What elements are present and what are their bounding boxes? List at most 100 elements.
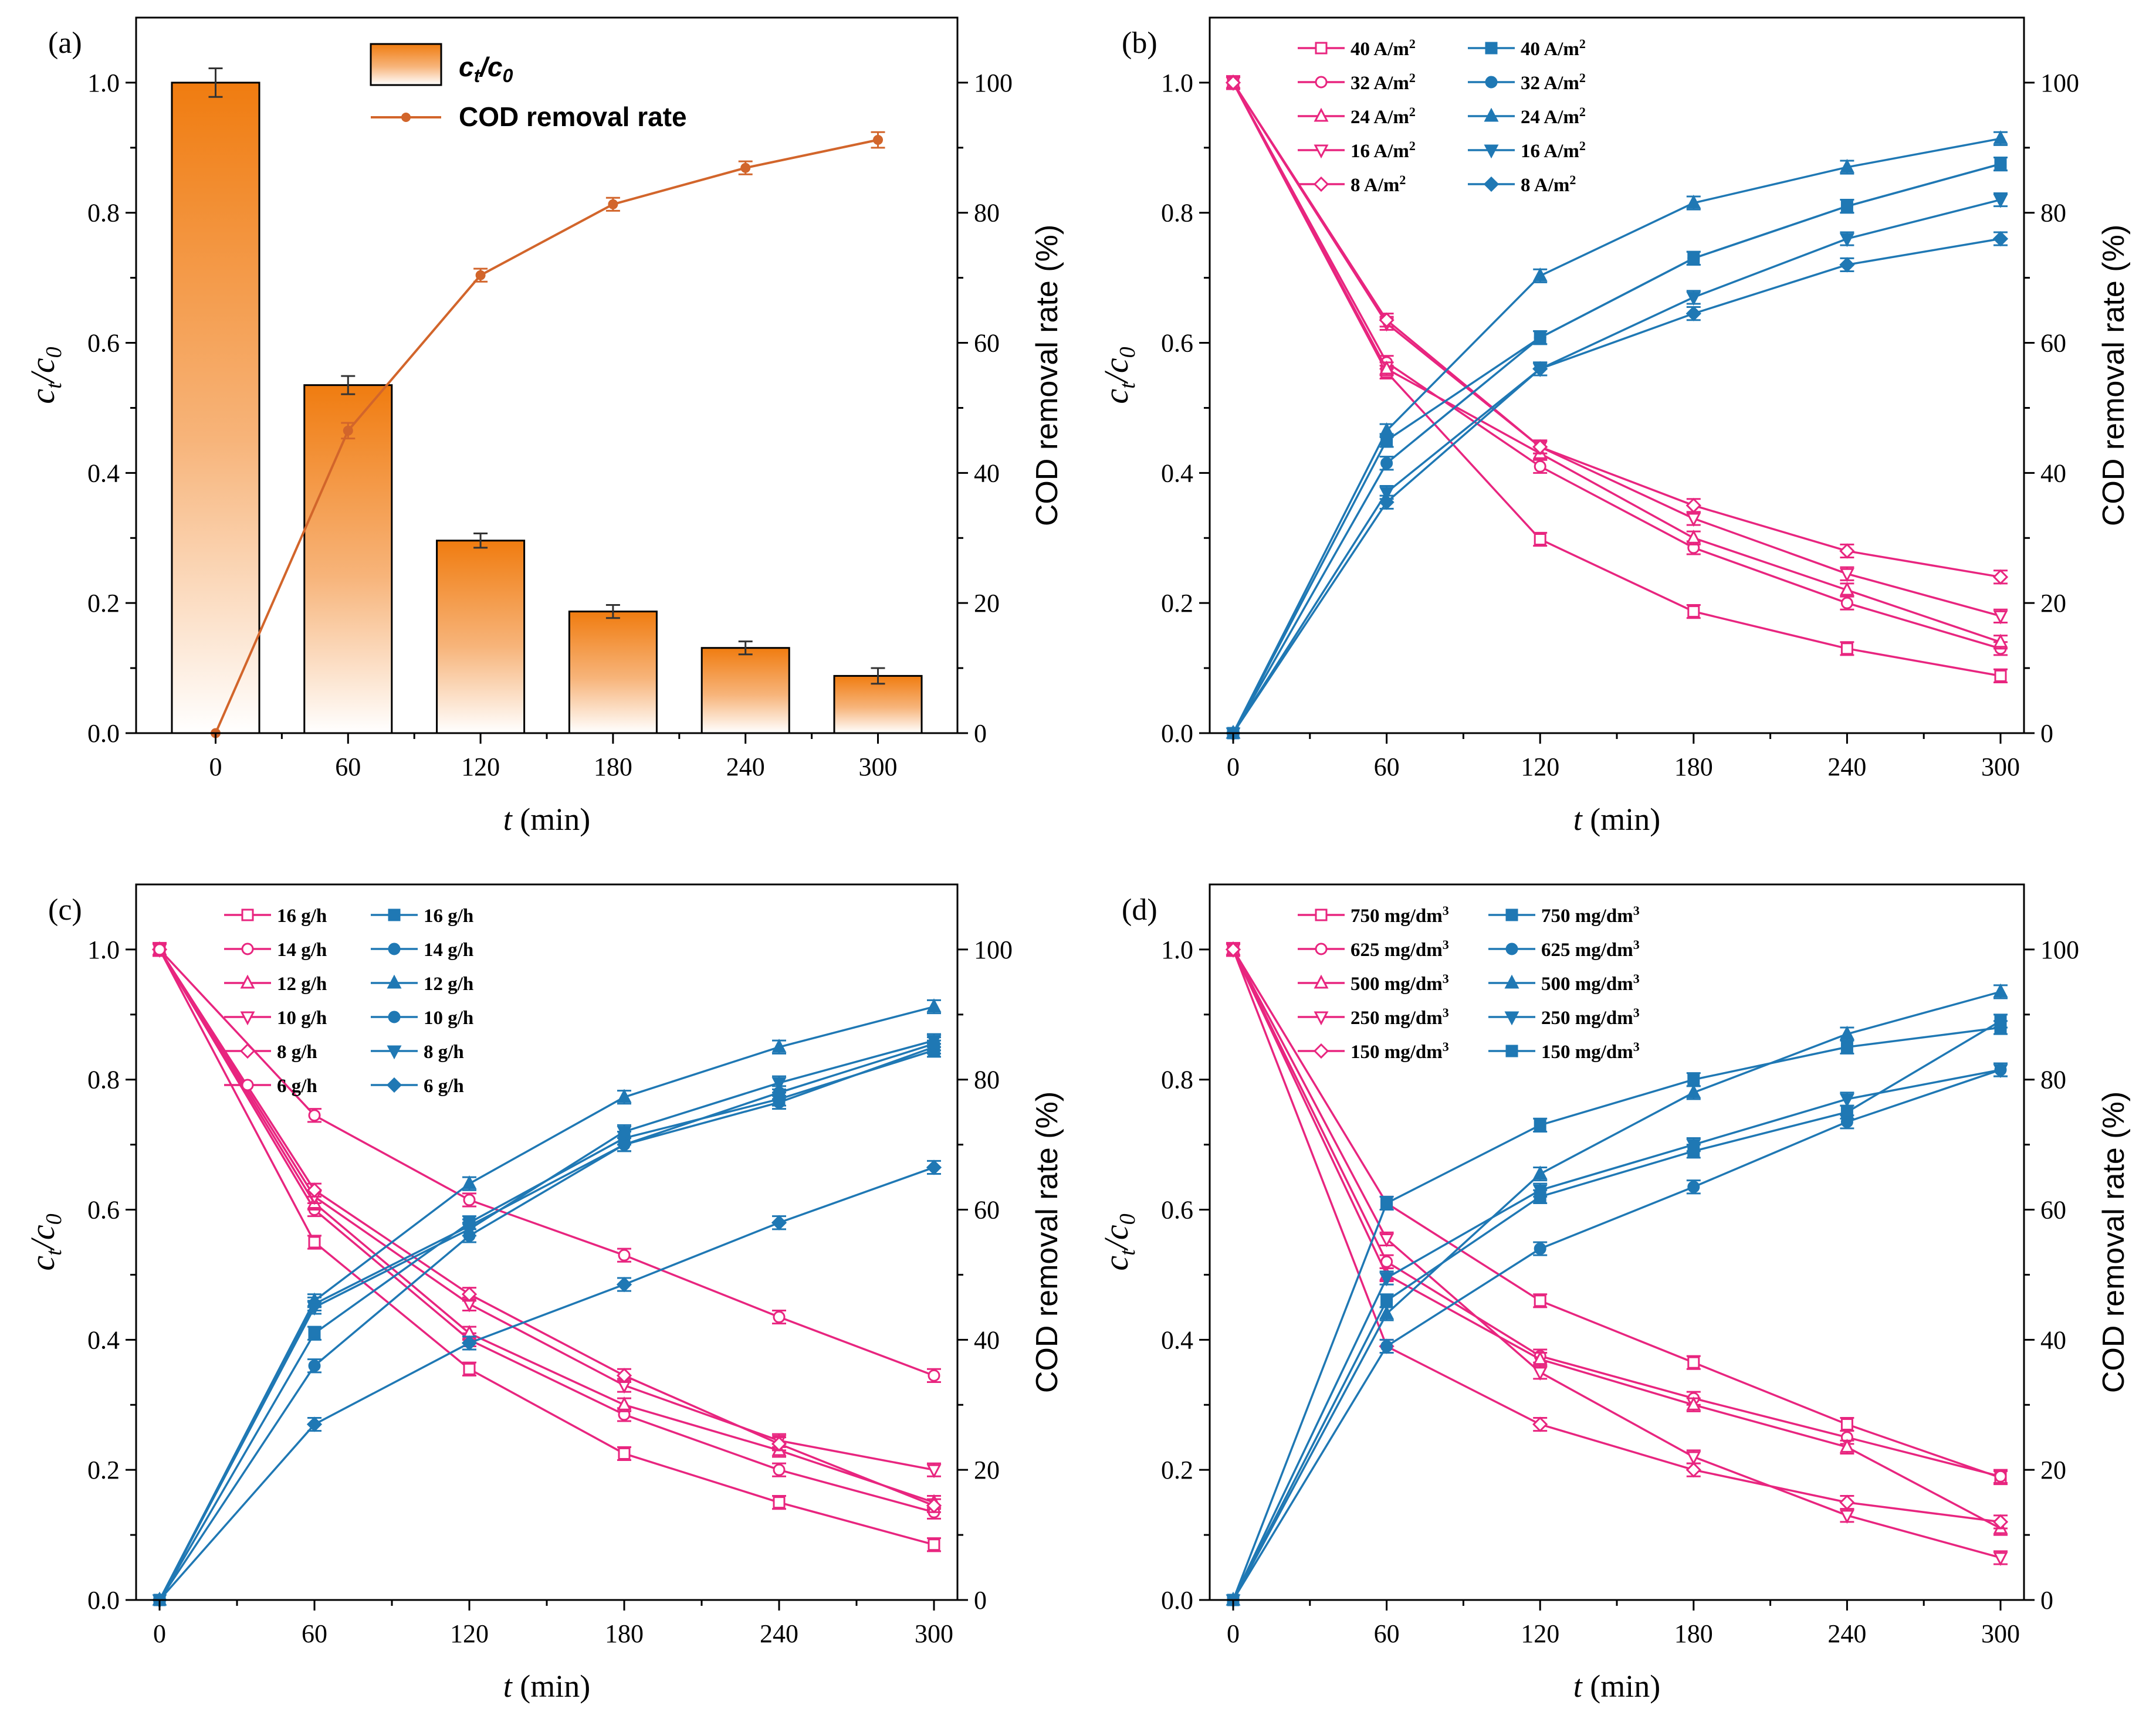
legend-cod-marker-4 xyxy=(1483,176,1500,192)
cod-point-2-3 xyxy=(1686,194,1701,209)
cod-series-line-0 xyxy=(1232,1026,2001,1601)
legend-cod-marker-1 xyxy=(1505,943,1518,955)
cod-point-2-4 xyxy=(771,1039,787,1053)
plot-frame xyxy=(135,883,959,1601)
cod-point-4-5 xyxy=(1994,1015,2007,1028)
ct-point-3-3 xyxy=(1686,1451,1701,1466)
legend-ct-marker-2 xyxy=(1314,107,1329,122)
cod-point-4-5 xyxy=(1992,230,2009,247)
legend-ct-marker-4 xyxy=(1313,1043,1329,1059)
cod-point-3-4 xyxy=(1839,1093,1854,1108)
cod-point-4-1 xyxy=(1379,494,1395,510)
ct-point-2-4 xyxy=(1839,1439,1854,1453)
x-axis-label: t (min) xyxy=(503,1669,591,1704)
bar-120 xyxy=(436,540,526,734)
ct-point-2-2 xyxy=(1532,1351,1548,1365)
y-left-axis-label: ct/c0 xyxy=(1097,347,1140,404)
ct-series-line-0 xyxy=(158,949,935,1546)
y-left-tick-label: 0.4 xyxy=(1161,1325,1193,1354)
y-left-tick-label: 1.0 xyxy=(1161,69,1193,97)
cod-point-2-4 xyxy=(1839,1025,1854,1040)
y-left-tick-label: 0.8 xyxy=(87,1066,120,1094)
ct-point-4-4 xyxy=(771,1436,787,1452)
x-tick-label: 120 xyxy=(1521,752,1559,781)
bar-error-120 xyxy=(473,533,488,549)
y-left-tick-label: 1.0 xyxy=(87,69,120,97)
x-tick-label: 180 xyxy=(1674,752,1713,781)
legend-ct-marker-4 xyxy=(1313,176,1329,192)
ct-point-2-3 xyxy=(1686,1396,1701,1411)
legend-cod-label-5: 6 g/h xyxy=(424,1076,464,1097)
y-right-tick-label: 20 xyxy=(974,589,1000,618)
y-right-tick-label: 60 xyxy=(974,1196,1000,1225)
y-right-axis-label: COD removal rate (%) xyxy=(1030,225,1064,526)
cod-series-line-1 xyxy=(1232,1069,2001,1601)
cod-point-4-5 xyxy=(926,1035,942,1049)
x-tick-label: 180 xyxy=(605,1619,644,1648)
legend-bar-label: ct/c0 xyxy=(459,52,513,86)
ct-point-5-4 xyxy=(773,1311,786,1324)
y-right-tick-label: 40 xyxy=(2040,459,2066,487)
x-tick-label: 0 xyxy=(153,1619,166,1648)
y-left-tick-label: 1.0 xyxy=(1161,935,1193,964)
legend-ct-marker-0 xyxy=(1315,42,1328,55)
y-left-tick-label: 0.6 xyxy=(87,329,120,358)
ct-point-1-5 xyxy=(1994,1470,2007,1483)
x-tick-label: 300 xyxy=(915,1619,953,1648)
cod-series-line-3 xyxy=(1232,1069,2001,1601)
legend-ct-label-4: 150 mg/dm3 xyxy=(1351,1039,1449,1063)
x-tick-label: 60 xyxy=(1374,1619,1400,1648)
chart-panel-c: (c) 16 g/h 16 g/h 14 g/h 14 g/h 12 g/h 12 g/h 1… xyxy=(23,883,1064,1704)
legend-cod-label-4: 8 A/m2 xyxy=(1521,172,1576,196)
ct-series-line-4 xyxy=(1232,949,2001,1523)
x-tick-label: 180 xyxy=(1674,1619,1713,1648)
ct-point-0-1 xyxy=(308,1236,321,1249)
chart-panel-d: (d) 750 mg/dm3 750 mg/dm3 625 mg/dm3 625 mg/… xyxy=(1097,883,2131,1704)
legend-ct-marker-2 xyxy=(240,974,255,989)
ct-point-0-3 xyxy=(1687,1356,1700,1369)
y-right-tick-label: 80 xyxy=(974,199,1000,228)
ct-series-line-2 xyxy=(1232,949,2001,1530)
panel-label: (a) xyxy=(48,26,82,60)
legend-ct-marker-1 xyxy=(1315,76,1328,89)
ct-point-5-0 xyxy=(153,943,166,956)
legend-cod-label-0: 16 g/h xyxy=(424,906,473,927)
x-axis-label: t (min) xyxy=(1573,802,1661,837)
y-left-tick-label: 0.0 xyxy=(87,1586,120,1615)
cod-point-2-2 xyxy=(1532,1165,1548,1180)
y-right-axis-label: COD removal rate (%) xyxy=(1030,1091,1064,1393)
ct-point-0-5 xyxy=(1994,669,2007,682)
cod-point-3-3 xyxy=(1686,291,1701,306)
cod-point-4-3 xyxy=(617,1125,632,1140)
y-right-tick-label: 40 xyxy=(2040,1325,2066,1354)
ct-point-4-2 xyxy=(1532,439,1548,455)
y-right-tick-label: 80 xyxy=(974,1066,1000,1094)
x-tick-label: 240 xyxy=(726,752,765,781)
legend-cod-label-4: 150 mg/dm3 xyxy=(1541,1039,1640,1063)
legend-bar-swatch xyxy=(370,43,442,86)
legend-cod-label-2: 24 A/m2 xyxy=(1521,104,1586,128)
x-tick-label: 240 xyxy=(760,1619,798,1648)
cod-point-3-5 xyxy=(1993,194,2008,208)
cod-point-4-1 xyxy=(307,1301,322,1316)
cod-point-2-1 xyxy=(1379,1305,1395,1320)
bar-error-60 xyxy=(341,375,356,395)
cod-point-0-1 xyxy=(1380,1196,1393,1209)
legend-ct-label-0: 16 g/h xyxy=(277,906,327,927)
cod-point-0-3 xyxy=(1687,1073,1700,1086)
cod-series-line-4 xyxy=(1232,238,2001,734)
x-tick-label: 60 xyxy=(302,1619,327,1648)
ct-point-4-3 xyxy=(1685,497,1701,513)
cod-point-4-1 xyxy=(1380,1294,1393,1307)
legend-cod-marker-3 xyxy=(388,1011,401,1023)
legend-cod-label-1: 32 A/m2 xyxy=(1521,70,1586,94)
cod-point-3-3 xyxy=(618,1138,631,1151)
cod-series-line-1 xyxy=(158,1046,935,1601)
y-right-tick-label: 20 xyxy=(974,1456,1000,1484)
cod-point-300 xyxy=(873,135,884,145)
cod-point-5-3 xyxy=(616,1276,632,1293)
x-tick-label: 300 xyxy=(1981,752,2020,781)
ct-point-0-4 xyxy=(1840,1418,1853,1431)
cod-point-1-5 xyxy=(1994,158,2007,171)
y-left-tick-label: 0.0 xyxy=(1161,1586,1193,1615)
